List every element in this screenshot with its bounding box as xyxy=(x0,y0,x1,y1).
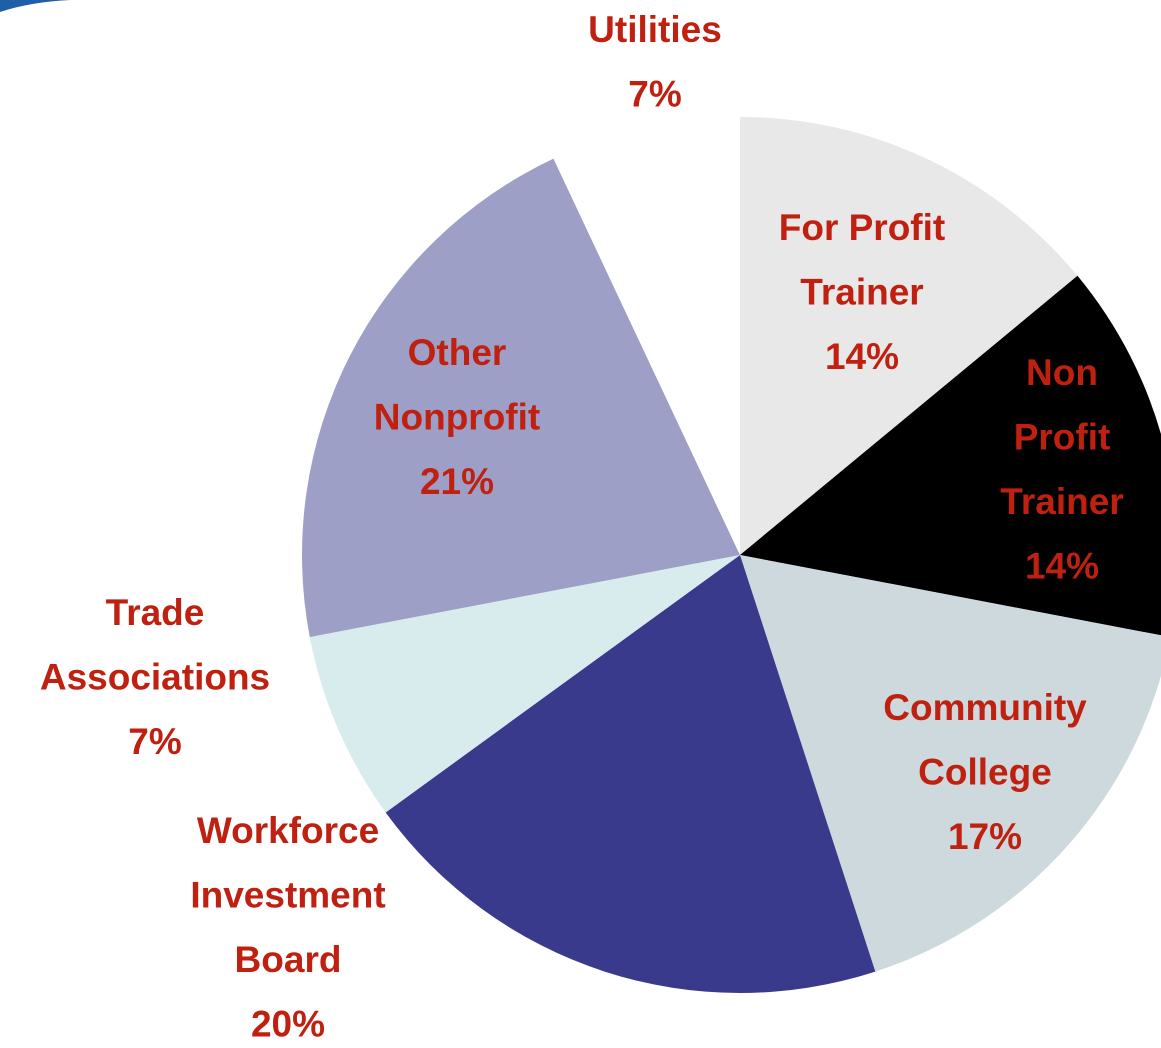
pie-slice xyxy=(309,555,740,813)
slice-label: Workforce Investment Board xyxy=(190,810,385,980)
slice-value-label: 20% xyxy=(251,1003,325,1044)
pie-slice xyxy=(553,117,740,555)
slice-label: Community College xyxy=(883,687,1087,793)
pie-slice xyxy=(740,117,1078,555)
slice-value-label: 21% xyxy=(420,461,494,502)
slice-value-label: 7% xyxy=(628,73,681,114)
pie-slice xyxy=(740,275,1161,636)
slice-label: For Profit Trainer xyxy=(779,207,945,313)
pie-slice xyxy=(740,555,1161,972)
pie-slice xyxy=(385,555,876,993)
slice-value-label: 14% xyxy=(825,336,899,377)
slice-label: Other Nonprofit xyxy=(374,332,540,438)
slice-label: Utilities xyxy=(588,9,722,50)
slice-value-label: 14% xyxy=(1025,545,1099,586)
slice-label: Trade Associations xyxy=(40,592,270,698)
slice-value-label: 7% xyxy=(128,721,181,762)
slice-value-label: 17% xyxy=(948,816,1022,857)
corner-decoration xyxy=(0,0,70,12)
pie-slice xyxy=(302,158,740,638)
slice-label: Non Profit Trainer xyxy=(1000,352,1123,522)
